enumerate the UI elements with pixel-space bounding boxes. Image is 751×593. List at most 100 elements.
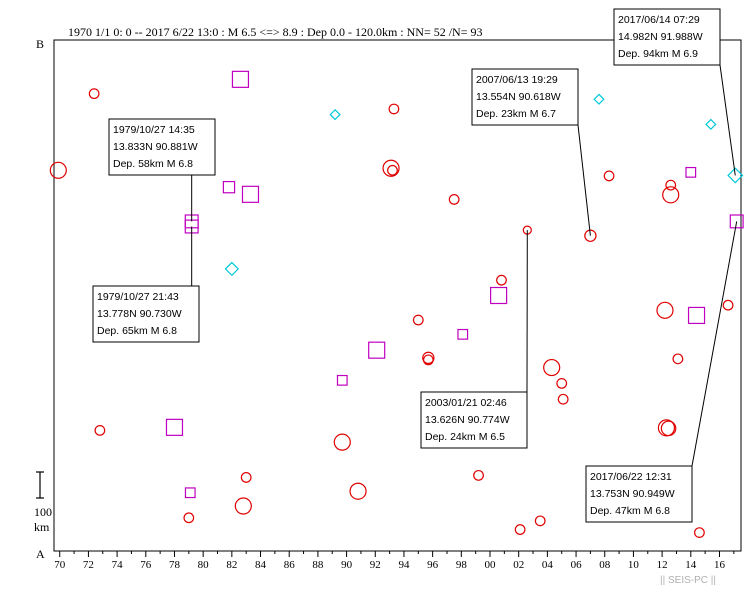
event-diamond: [593, 93, 605, 105]
event-circle: [422, 354, 434, 366]
callout-box: [420, 391, 528, 449]
event-circle: [496, 274, 507, 286]
callout-line: 1979/10/27 21:43: [97, 291, 179, 303]
x-tick-label: 94: [398, 559, 410, 571]
callout-line: Dep. 58km M 6.8: [113, 158, 193, 170]
callout-leader: [577, 124, 591, 236]
x-tick-label: 98: [456, 559, 468, 571]
event-square: [490, 286, 508, 305]
event-square: [685, 166, 697, 178]
event-diamond: [329, 108, 341, 121]
callout-line: 13.626N 90.774W: [425, 414, 510, 426]
event-callouts: 1979/10/27 14:35 13.833N 90.881W Dep. 58km…: [92, 8, 738, 523]
event-circle: [556, 377, 568, 389]
callout-line: 2007/06/13 19:29: [476, 74, 558, 86]
event-circle: [183, 512, 195, 524]
x-axis: 70 72 74 76 78 80 82 84 86 88 90 92 94 96 98 00 02 04 06 08…: [54, 551, 735, 571]
event-circle: [387, 164, 398, 176]
callout-box: [471, 68, 579, 126]
callout-line: Dep. 47km M 6.8: [590, 505, 670, 517]
x-tick-label: 06: [571, 559, 583, 571]
x-tick-label: 72: [83, 559, 94, 571]
event-circle: [388, 103, 400, 115]
callout-line: Dep. 65km M 6.8: [97, 325, 177, 337]
x-tick-label: 86: [284, 559, 296, 571]
x-tick-label: 74: [112, 559, 124, 571]
event-square: [231, 70, 250, 88]
event-diamond: [727, 167, 744, 184]
event-square: [222, 180, 236, 194]
software-credit: || SEIS-PC ||: [660, 575, 716, 586]
x-tick-label: 08: [599, 559, 611, 571]
x-tick-label: 00: [485, 559, 497, 571]
endpoint-b-label: B: [36, 37, 44, 51]
callout-line: 13.778N 90.730W: [97, 308, 182, 320]
callout-line: 2017/06/14 07:29: [618, 14, 700, 26]
event-square: [165, 418, 184, 436]
x-tick-label: 76: [140, 559, 152, 571]
callout-box: [585, 465, 693, 523]
callout-leader: [691, 221, 738, 467]
callout-line: 2003/01/21 02:46: [425, 397, 507, 409]
event-circle: [473, 469, 484, 481]
event-square: [457, 328, 469, 340]
x-tick-label: 80: [198, 559, 210, 571]
event-circle: [234, 497, 252, 515]
event-square: [184, 487, 196, 499]
callout-box: [613, 8, 721, 66]
callout-line: 2017/06/22 12:31: [590, 471, 672, 483]
callout-leader: [719, 64, 736, 176]
callout-line: 13.554N 90.618W: [476, 91, 561, 103]
x-tick-label: 78: [169, 559, 181, 571]
scale-bar-value: 100: [34, 505, 52, 519]
event-circle: [422, 351, 435, 365]
event-square: [368, 341, 386, 359]
callout-line: Dep. 94km M 6.9: [618, 48, 698, 60]
event-square: [336, 374, 348, 386]
event-circle: [694, 527, 705, 539]
x-tick-label: 92: [370, 559, 381, 571]
x-tick-label: 14: [685, 559, 697, 571]
event-circle: [603, 170, 615, 182]
callout-line: 14.982N 91.988W: [618, 31, 703, 43]
chart-header: 1970 1/1 0: 0 -- 2017 6/22 13:0 : M 6.5 …: [68, 25, 483, 39]
callout-box: [108, 118, 216, 176]
x-tick-label: 88: [312, 559, 324, 571]
callout-line: Dep. 23km M 6.7: [476, 108, 556, 120]
event-circle: [94, 425, 106, 436]
event-diamond: [705, 118, 717, 130]
x-tick-label: 02: [513, 559, 524, 571]
x-tick-label: 16: [714, 559, 726, 571]
x-tick-label: 96: [427, 559, 439, 571]
callout-box: [92, 285, 200, 343]
scale-bar-unit: km: [34, 520, 50, 534]
event-circle: [672, 353, 684, 365]
event-circle: [665, 179, 677, 191]
event-circle: [88, 88, 100, 100]
x-tick-label: 90: [341, 559, 353, 571]
event-circle: [349, 482, 367, 500]
callout-line: 13.753N 90.949W: [590, 488, 675, 500]
x-tick-label: 10: [628, 559, 640, 571]
event-circle: [514, 524, 526, 535]
event-circle: [722, 299, 734, 311]
x-tick-label: 12: [657, 559, 668, 571]
event-circle: [557, 393, 569, 405]
event-circle: [448, 194, 460, 205]
event-square: [729, 214, 744, 229]
event-square: [241, 185, 260, 203]
event-diamond: [224, 261, 240, 277]
x-tick-label: 82: [226, 559, 237, 571]
event-circle: [534, 515, 546, 527]
event-circle: [656, 301, 674, 319]
event-circle: [662, 186, 680, 204]
event-circle: [412, 314, 424, 326]
callout-line: Dep. 24km M 6.5: [425, 431, 505, 443]
event-markers: [49, 70, 744, 539]
event-circle: [584, 229, 597, 242]
scale-bar: 100 km: [34, 471, 52, 534]
event-circle: [660, 420, 677, 437]
plot-frame: [53, 39, 742, 552]
callout-line: 1979/10/27 14:35: [113, 124, 195, 136]
